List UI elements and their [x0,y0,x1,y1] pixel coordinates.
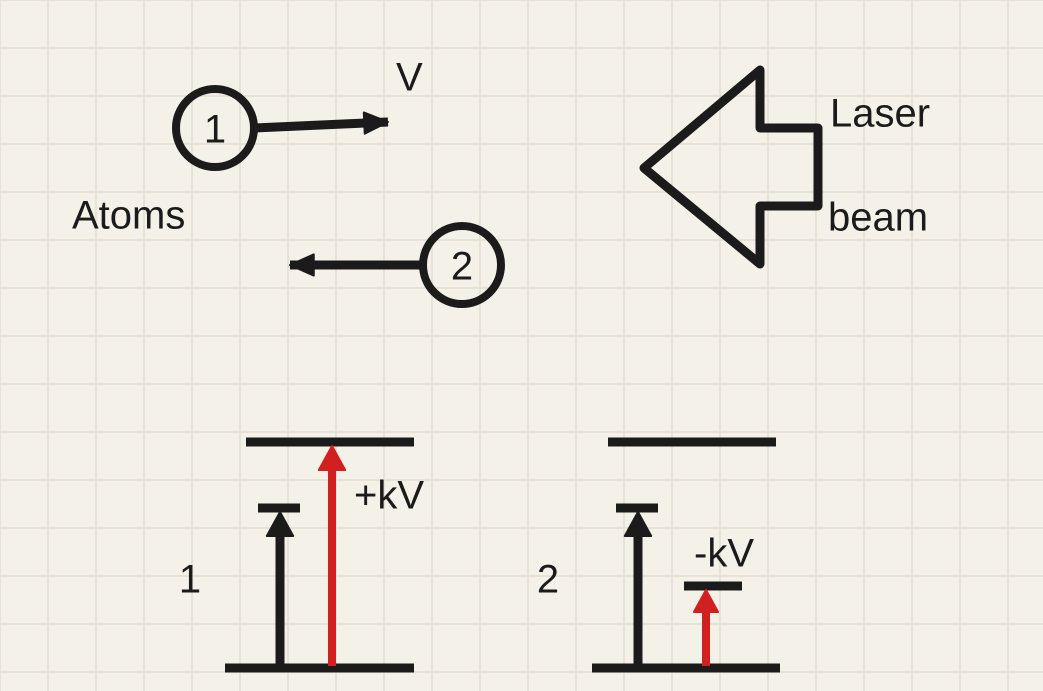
plus-kv-label: +kV [354,474,424,518]
energy-diagram-1-label: 1 [179,558,201,602]
minus-kv-label: -kV [694,532,754,576]
atoms-label: Atoms [72,194,185,238]
laser-beam-arrow [644,70,818,264]
atom-1-label: 1 [204,108,226,152]
laser-label-2: beam [828,196,928,240]
laser-label-1: Laser [830,92,930,136]
atom-2-label: 2 [451,245,473,289]
velocity-label: V [396,56,423,100]
energy-diagram-2-label: 2 [537,558,559,602]
doppler-cooling-diagram: 1 V 2 Atoms Laser beam 1 +kV 2 -kV [0,0,1043,691]
